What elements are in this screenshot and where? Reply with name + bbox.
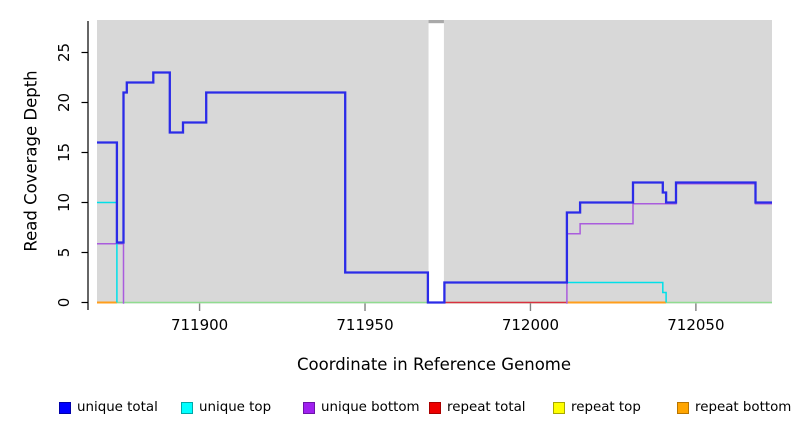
x-tick-label: 711900: [171, 316, 228, 334]
y-tick-label: 15: [55, 143, 73, 162]
y-tick-label: 25: [55, 43, 73, 62]
series-unique-total: [97, 71, 772, 304]
y-tick-label: 20: [55, 93, 73, 112]
y-tick-label: 5: [55, 248, 73, 258]
x-tick-label: 712050: [667, 316, 724, 334]
series-unique-bottom: [97, 242, 125, 304]
y-axis-title: Read Coverage Depth: [21, 70, 41, 252]
x-tick-label: 712000: [502, 316, 559, 334]
coverage-gap-band: [428, 20, 444, 304]
y-tick-label: 10: [55, 193, 73, 212]
y-tick-label: 0: [55, 298, 73, 308]
coverage-gap-cap: [428, 20, 444, 24]
x-axis-title: Coordinate in Reference Genome: [296, 355, 572, 374]
x-tick-label: 711950: [336, 316, 393, 334]
